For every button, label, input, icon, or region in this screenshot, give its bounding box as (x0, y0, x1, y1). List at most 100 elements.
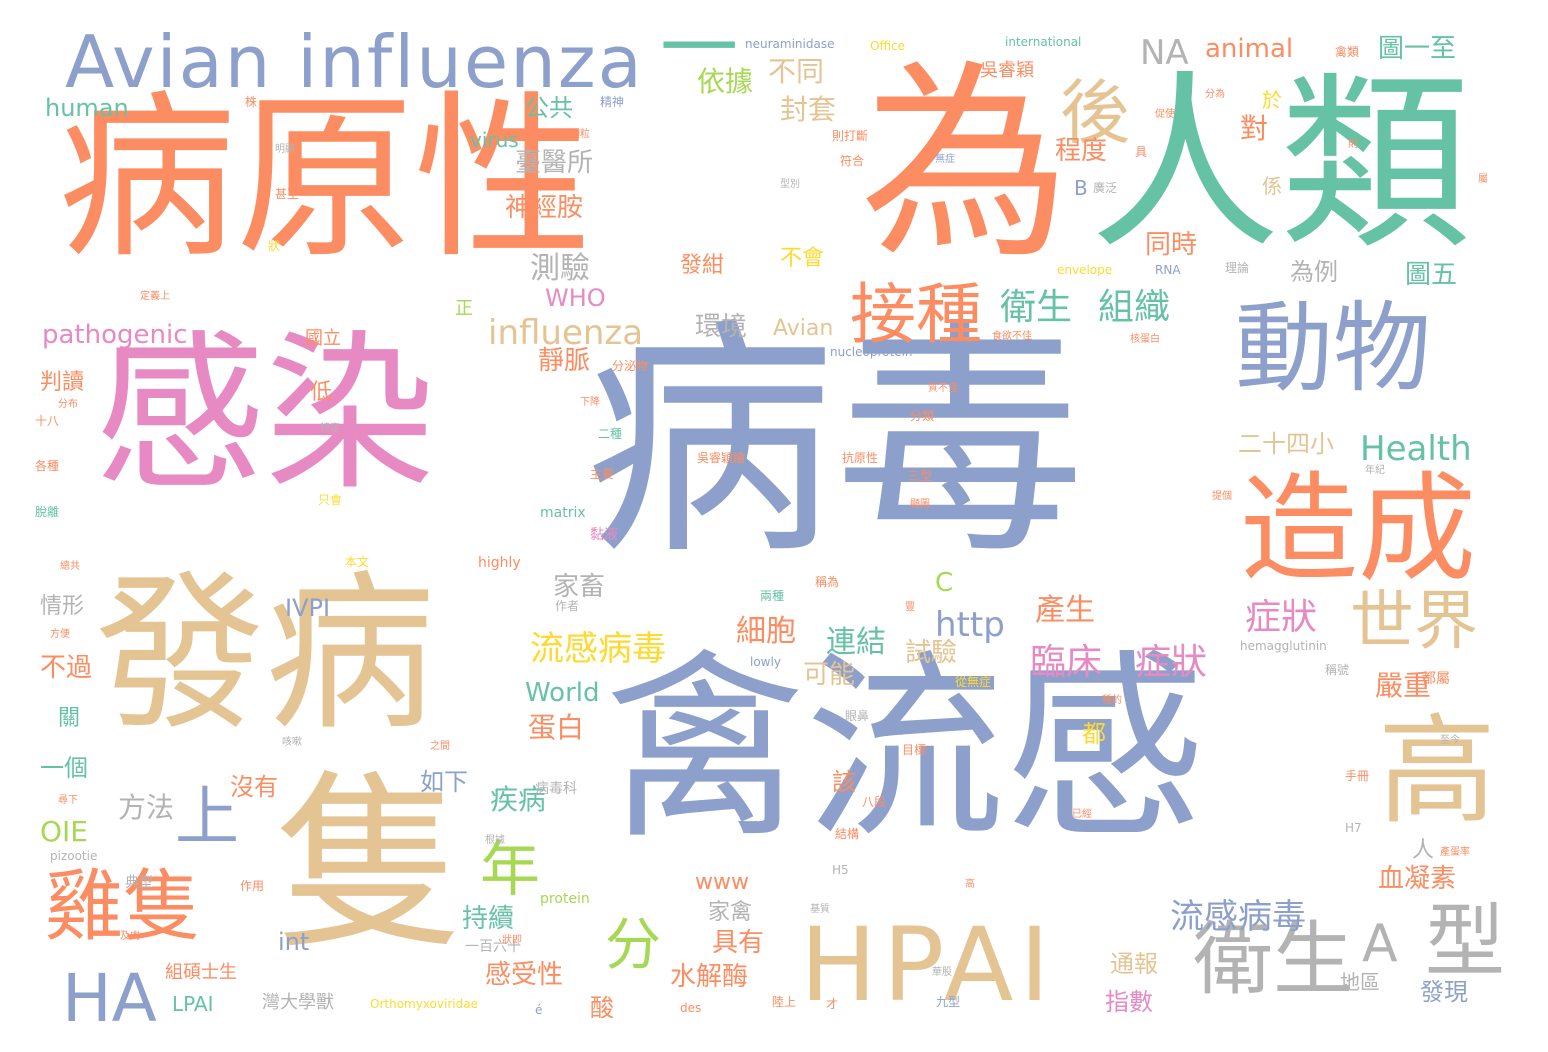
word: 臺醫所 (515, 148, 594, 178)
word: 雞隻 (45, 862, 202, 952)
word: 禽類 (1335, 45, 1360, 59)
word: 功能 (698, 349, 723, 363)
word: 血凝素 (1378, 864, 1457, 894)
word: 判讀 (40, 370, 85, 395)
word: 分為 (1205, 89, 1225, 100)
word: pathogenic (42, 320, 188, 350)
word: 指數 (1105, 988, 1153, 1016)
word: 發紺 (680, 253, 725, 278)
word: 分布 (58, 399, 78, 410)
word: 目標 (902, 743, 927, 757)
word: 程度 (1055, 136, 1108, 166)
word: 抗原性 (842, 451, 879, 465)
word: 定義上 (140, 291, 170, 302)
word: 眼鼻 (845, 709, 870, 723)
word: int (278, 928, 310, 956)
word: 陸上 (772, 995, 797, 1009)
word: Avian influenza (65, 20, 644, 104)
word: 則 (1348, 139, 1358, 150)
word: 黏液 (590, 527, 618, 543)
word: 從無症 (955, 675, 992, 689)
word: 二種 (598, 427, 623, 441)
word: 已經 (1072, 809, 1092, 820)
word: http (935, 605, 1005, 645)
word: nucleoprotein (830, 345, 913, 359)
word: 根據 (485, 835, 505, 846)
word: 臨床 (1030, 642, 1103, 683)
word: www (695, 870, 749, 895)
word: 作者 (555, 599, 580, 613)
word: 株 (245, 95, 258, 109)
word: B (1074, 176, 1088, 200)
word: 人類 (1090, 54, 1471, 275)
word: 年紀 (1365, 465, 1385, 476)
word: 二十四小 (1238, 430, 1334, 458)
word: 吳睿穎 (980, 60, 1034, 81)
word: 具有 (712, 928, 765, 958)
word: 公共 (525, 94, 573, 122)
word: 不會 (780, 246, 825, 271)
word: 病原性 (58, 75, 592, 282)
word: 流感病毒 (1170, 897, 1306, 937)
word: 只會 (318, 493, 343, 507)
word: 食欲不佳 (992, 331, 1032, 342)
word: 分泌物 (612, 359, 649, 373)
word: 衛生 (1193, 913, 1353, 1006)
word: des (680, 1001, 702, 1015)
word: pizootie (50, 849, 98, 863)
word: 尋下 (58, 795, 78, 806)
word: 世界 (1350, 585, 1478, 659)
word: 稱為 (815, 575, 840, 589)
word: 情形 (40, 594, 85, 619)
word: 明顯 (275, 144, 295, 155)
word: 產生 (1035, 593, 1095, 628)
word: 總共 (60, 561, 80, 572)
word: protein (540, 891, 590, 907)
word: 人 (1412, 838, 1435, 863)
word: 促使 (1155, 109, 1175, 120)
word: 吳睿穎繪 (697, 451, 746, 465)
word: 流感病毒 (530, 629, 666, 669)
word: 甚至 (275, 187, 300, 201)
word: 為例 (1290, 258, 1338, 286)
word: 不同 (768, 55, 825, 88)
word: OIE (40, 815, 88, 848)
word: animal (1205, 34, 1294, 64)
word: Office (870, 39, 906, 53)
word: HPAI (800, 906, 1056, 1025)
word: 下降 (580, 397, 600, 408)
word: Orthomyxoviridae (370, 997, 478, 1011)
word: virus (470, 128, 519, 152)
word: 試驗 (905, 638, 958, 668)
word: NA (1140, 33, 1189, 73)
word: 圖一至 (1378, 34, 1457, 64)
word: 種的 (1102, 695, 1122, 706)
word: 都 (1082, 720, 1106, 748)
word: 基質 (810, 904, 830, 915)
word: 封套 (780, 93, 837, 126)
word: C (935, 568, 954, 598)
word: human (45, 94, 129, 122)
word: 至今 (1440, 735, 1460, 746)
word: é (535, 1003, 543, 1017)
word: 一個 (40, 754, 88, 782)
word: 動物 (1235, 292, 1432, 406)
word: 方便 (50, 629, 70, 640)
word: 型別 (780, 179, 800, 190)
word: 三型 (908, 469, 933, 483)
word: HA (62, 960, 157, 1037)
word: 作用 (240, 879, 265, 893)
word: 嚴重 (1375, 669, 1432, 702)
word: 方法 (118, 791, 175, 824)
word: 隻 (275, 754, 466, 975)
word: 該 (832, 768, 856, 796)
word: 質不佳 (928, 383, 958, 394)
word: 則打斷 (832, 129, 869, 143)
word: 各種 (35, 459, 60, 473)
word: 一百六十 (465, 939, 521, 955)
word: 理論 (1225, 261, 1250, 275)
word: 國立 (305, 328, 341, 349)
word: H5 (832, 863, 849, 877)
word: 關 (58, 706, 81, 731)
word: 家禽 (708, 900, 753, 925)
